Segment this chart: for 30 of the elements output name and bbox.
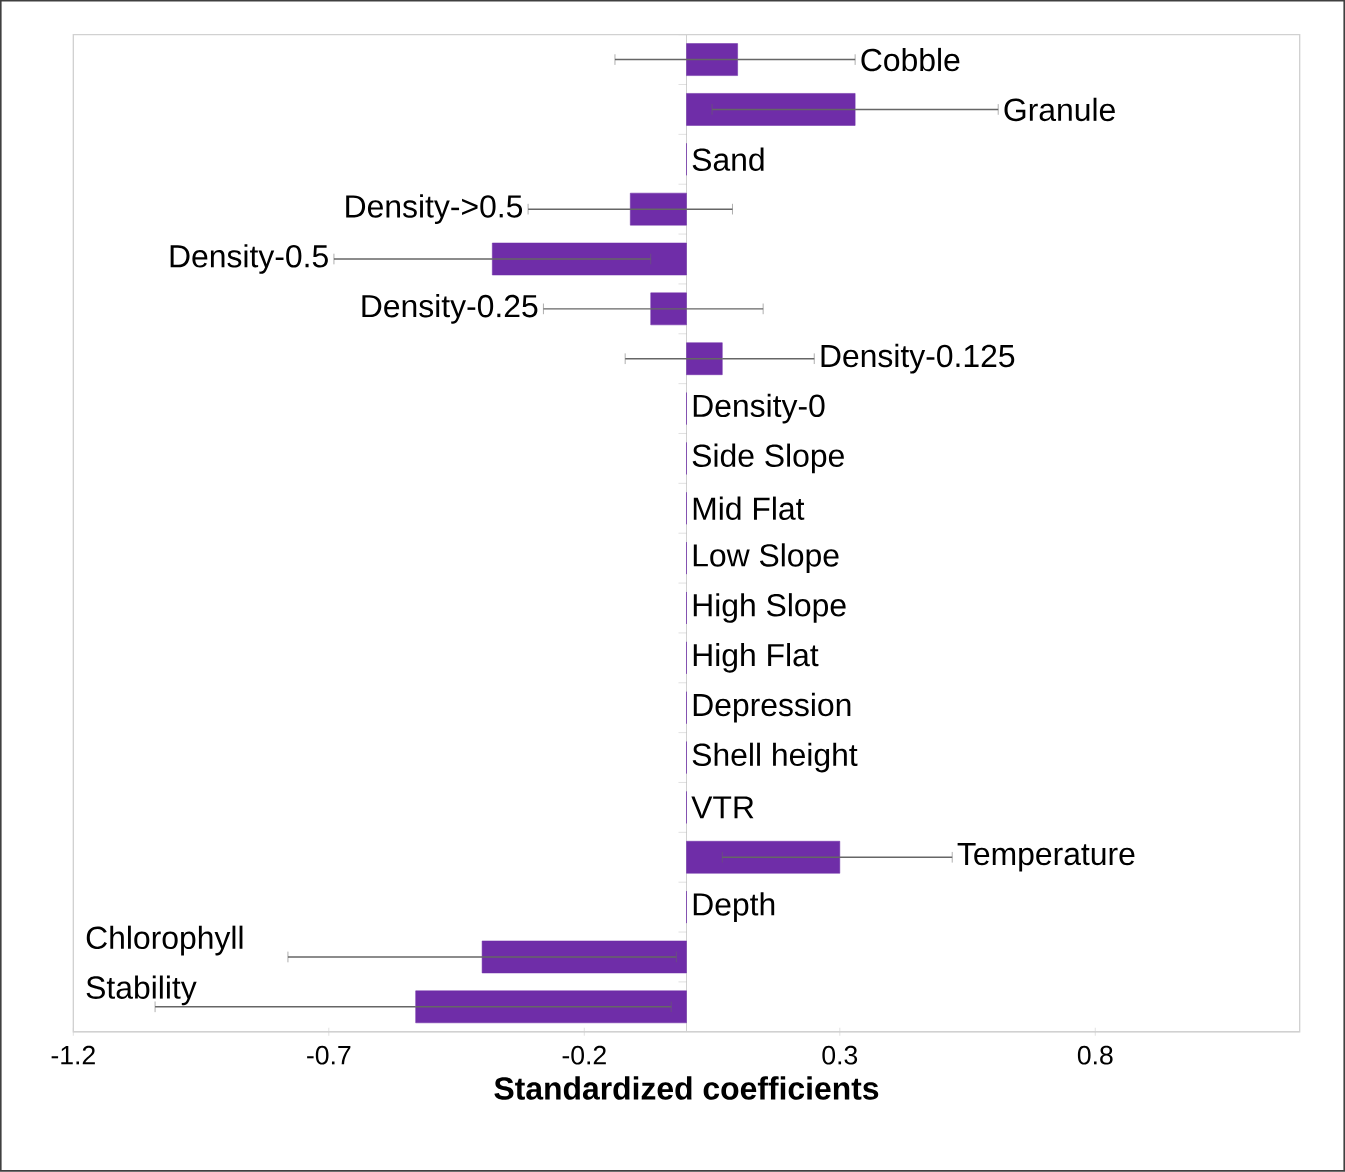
x-tick-label: -0.7 (307, 1045, 351, 1065)
x-tick-label: 0.8 (1077, 1045, 1113, 1065)
y-tick-label: Sand (692, 147, 764, 172)
bar (686, 342, 723, 376)
y-tick-label: Granule (1004, 97, 1115, 122)
y-tick-label: Chlorophyll (86, 925, 243, 956)
y-tick-label: Cobble (861, 48, 960, 72)
y-tick-label: Density-0.5 (170, 244, 328, 275)
x-tick-label: -0.2 (562, 1045, 606, 1065)
y-tick-label: Temperature (957, 843, 1135, 872)
y-tick-label: Shell height (692, 742, 858, 773)
bar (650, 292, 687, 326)
y-tick-label: Stability (86, 975, 197, 1006)
y-tick-label: Density-0 (693, 393, 825, 424)
y-tick-label: Depression (693, 692, 851, 723)
x-tick-label: -1.2 (51, 1045, 95, 1065)
bar (686, 43, 738, 76)
x-tick-label: 0.3 (822, 1045, 858, 1065)
y-tick-label: Density-0.25 (362, 294, 538, 324)
y-tick-label: Side Slope (692, 443, 844, 474)
y-tick-label: Depth (693, 892, 775, 923)
y-tick-label: Density-0.125 (821, 344, 1015, 374)
y-tick-label: VTR (691, 796, 754, 819)
y-tick-label: High Flat (693, 643, 819, 673)
y-tick-label: High Slope (693, 593, 846, 623)
y-tick-label: Density->0.5 (346, 194, 523, 225)
x-axis-title: Standardized coefficients (494, 1076, 879, 1100)
y-tick-label: Mid Flat (693, 496, 805, 521)
y-tick-label: Low Slope (693, 543, 839, 574)
bar (630, 193, 687, 226)
